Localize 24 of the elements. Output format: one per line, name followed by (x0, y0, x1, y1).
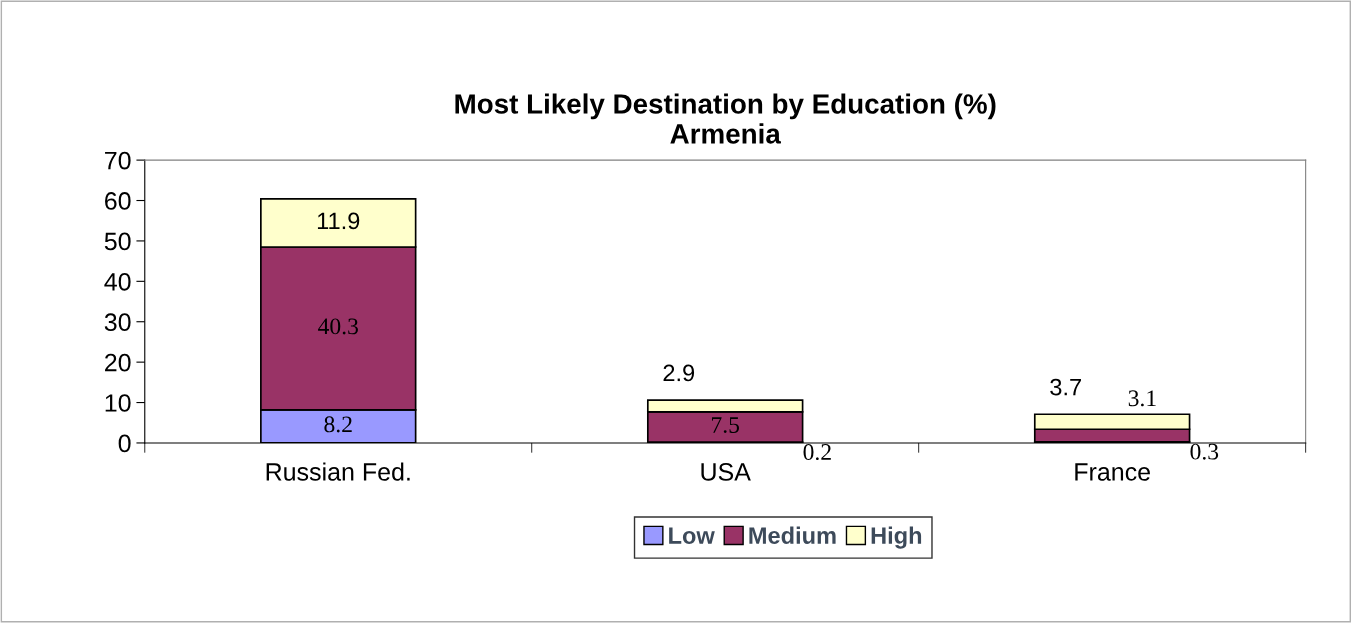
y-tick-label: 70 (105, 151, 131, 170)
data-label: 7.5 (712, 417, 740, 434)
legend-label: Medium (749, 526, 836, 544)
x-tick-label: USA (701, 463, 751, 481)
legend-label: High (871, 526, 922, 549)
y-tick-label: 20 (105, 353, 131, 372)
y-tick-label: 0 (118, 434, 131, 453)
y-tick-label: 50 (104, 232, 131, 251)
y-tick-label: 60 (105, 192, 131, 210)
x-tick-label: Russian Fed. (266, 462, 410, 481)
y-tick-label: 30 (104, 313, 131, 332)
x-tick-label: France (1075, 463, 1150, 481)
chart-title: Most Likely Destination by Education (%) Armenia (455, 93, 996, 144)
data-label: 3.1 (1128, 390, 1156, 407)
data-label: 8.2 (324, 416, 352, 433)
data-label: 0.3 (1190, 443, 1219, 460)
data-label: 40.3 (318, 318, 358, 335)
data-label: 0.2 (803, 444, 831, 461)
data-label: 11.9 (317, 212, 360, 230)
legend-label: Low (669, 527, 715, 544)
data-label: 3.7 (1050, 378, 1081, 396)
y-tick-label: 40 (104, 272, 131, 291)
y-tick-label: 10 (105, 394, 131, 412)
data-label: 2.9 (663, 364, 695, 382)
